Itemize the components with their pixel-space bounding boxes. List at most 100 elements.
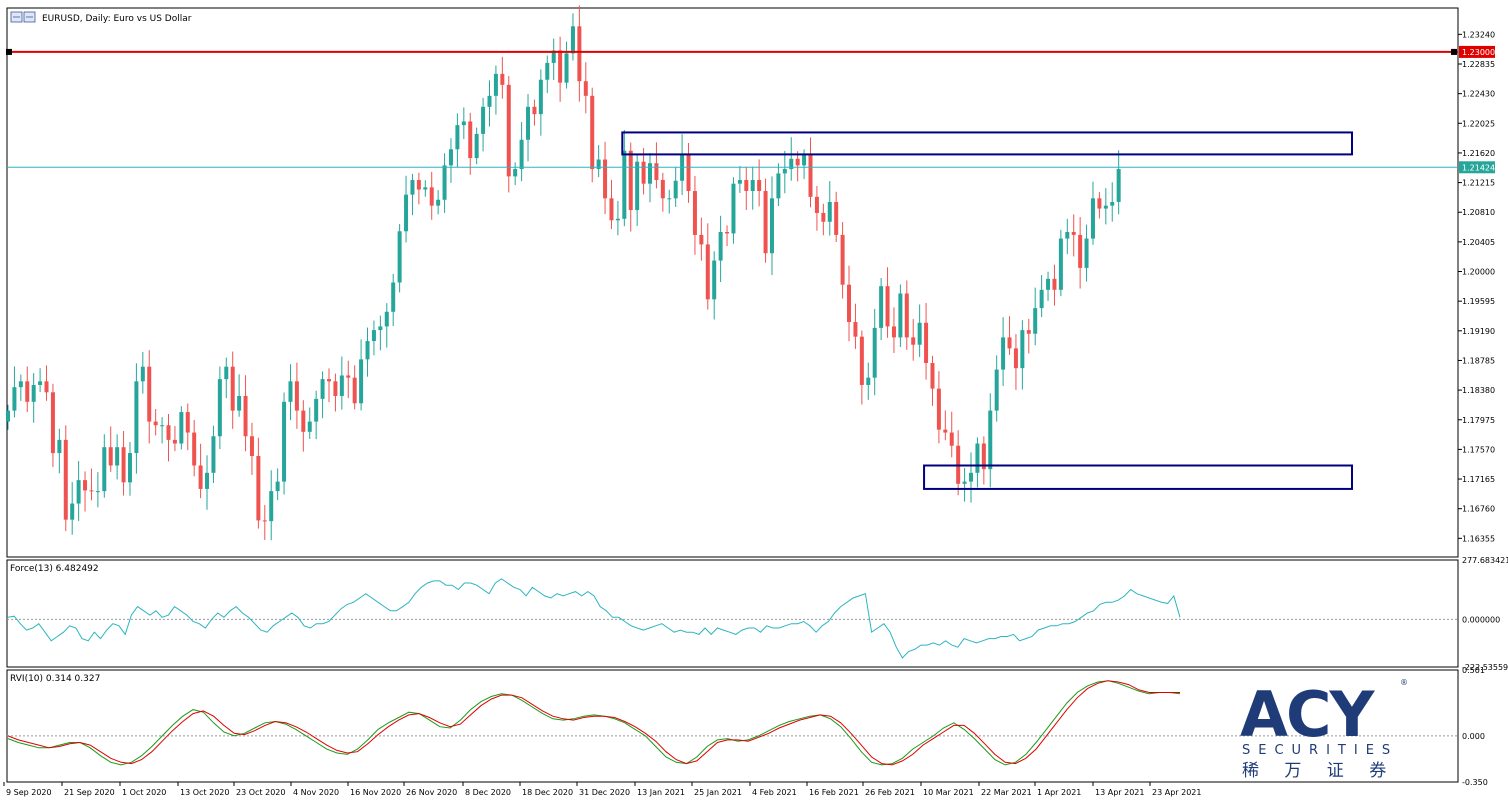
chart-title: EURUSD, Daily: Euro vs US Dollar: [42, 14, 192, 24]
candle-body: [872, 327, 877, 378]
price-tick-label: 1.18785: [1462, 356, 1495, 365]
candle-body: [371, 330, 376, 342]
price-tick-label: 1.16760: [1462, 505, 1495, 514]
resistance-price-tag: [1459, 45, 1495, 58]
candle-body: [153, 421, 158, 426]
time-tick-label: 10 Mar 2021: [923, 788, 974, 797]
candle-body: [705, 244, 710, 300]
candle-body: [1065, 231, 1070, 239]
candle-body: [757, 180, 762, 191]
candle-body: [320, 379, 325, 399]
candle-body: [1103, 205, 1108, 209]
price-tick-label: 1.20000: [1462, 268, 1495, 277]
candle-body: [1026, 330, 1031, 334]
price-tick-label: 1.22835: [1462, 60, 1495, 69]
candle-body: [262, 520, 267, 522]
price-tick-label: 1.17975: [1462, 416, 1495, 425]
candle-body: [795, 158, 800, 166]
candle-body: [1020, 330, 1025, 369]
candle-body: [50, 392, 55, 454]
time-tick-label: 13 Jan 2021: [637, 788, 685, 797]
candle-body: [821, 212, 826, 222]
candle-body: [83, 480, 88, 491]
candle-body: [115, 447, 120, 466]
candle-body: [76, 480, 81, 504]
candle-body: [628, 150, 633, 211]
resistance-anchor-left: [6, 48, 12, 55]
time-tick-label: 1 Oct 2020: [122, 788, 166, 797]
candle-body: [930, 363, 935, 389]
rvi-panel: [6, 669, 1459, 783]
candle-body: [455, 125, 460, 150]
candle-body: [853, 322, 858, 337]
candle-body: [288, 381, 293, 402]
candle-body: [699, 234, 704, 245]
candle-body: [1090, 198, 1095, 239]
candle-body: [339, 375, 344, 396]
force-panel: [6, 559, 1459, 668]
time-tick-label: 21 Sep 2020: [64, 788, 115, 797]
candle-body: [224, 366, 229, 380]
price-tick-label: 1.21215: [1462, 179, 1495, 188]
candle-body: [243, 395, 248, 437]
candle-body: [172, 439, 177, 444]
candle-body: [429, 187, 434, 206]
time-tick-label: 23 Apr 2021: [1152, 788, 1201, 797]
candle-body: [256, 455, 261, 521]
candle-body: [924, 322, 929, 364]
time-axis: 9 Sep 2020 21 Sep 2020 1 Oct 2020 13 Oct 20…: [3, 782, 1201, 797]
candle-body: [840, 234, 845, 285]
symbol-header: EURUSD, Daily: Euro vs US Dollar: [10, 11, 192, 24]
resistance-price-label: 1.23000: [1462, 48, 1495, 57]
candle-body: [481, 106, 486, 134]
candle-body: [185, 412, 190, 433]
candle-body: [314, 398, 319, 422]
force-layer: 277.683421 0.000000 -222.535594: [7, 556, 1508, 672]
candle-body: [654, 163, 659, 181]
candle-body: [731, 183, 736, 234]
candle-body: [660, 180, 665, 199]
candle-body: [102, 447, 107, 492]
rvi-signal-line: [7, 680, 1180, 766]
candle-body: [859, 336, 864, 385]
candle-body: [140, 366, 145, 382]
time-tick-label: 22 Mar 2021: [981, 788, 1032, 797]
candle-body: [763, 191, 768, 254]
candle-body: [1058, 238, 1063, 290]
candle-body: [673, 180, 678, 199]
time-tick-label: 13 Oct 2020: [180, 788, 229, 797]
candle-body: [448, 149, 453, 166]
time-tick-label: 1 Apr 2021: [1037, 788, 1081, 797]
candle-body: [814, 196, 819, 213]
candle-body: [994, 369, 999, 411]
logo-sub: SECURITIES: [1242, 743, 1398, 758]
candle-body: [808, 155, 813, 197]
candle-body: [911, 337, 916, 345]
candle-body: [1097, 198, 1102, 209]
time-tick-label: 26 Nov 2020: [406, 788, 457, 797]
time-tick-label: 13 Apr 2021: [1095, 788, 1144, 797]
price-tick-label: 1.22025: [1462, 119, 1495, 128]
candle-body: [404, 194, 409, 232]
candle-body: [160, 425, 165, 427]
candle-body: [744, 180, 749, 191]
price-tick-label: 1.18380: [1462, 386, 1495, 395]
price-tick-label: 1.16355: [1462, 534, 1495, 543]
logo-cn: 稀 万 证 券: [1242, 761, 1396, 781]
rvi-tick-label: -0.350: [1462, 778, 1488, 787]
candle-body: [879, 286, 884, 328]
candle-body: [667, 198, 672, 200]
rvi-main-line: [7, 680, 1181, 766]
candle-body: [981, 443, 986, 470]
price-tick-label: 1.17570: [1462, 445, 1495, 454]
levels-layer: 1.23000 1.21424: [6, 45, 1495, 490]
candle-body: [134, 381, 139, 454]
candle-body: [866, 377, 871, 385]
candle-body: [384, 311, 389, 327]
candle-body: [750, 180, 755, 191]
candle-body: [211, 436, 216, 473]
candle-body: [943, 429, 948, 433]
candle-body: [474, 133, 479, 159]
candle-body: [737, 180, 742, 184]
